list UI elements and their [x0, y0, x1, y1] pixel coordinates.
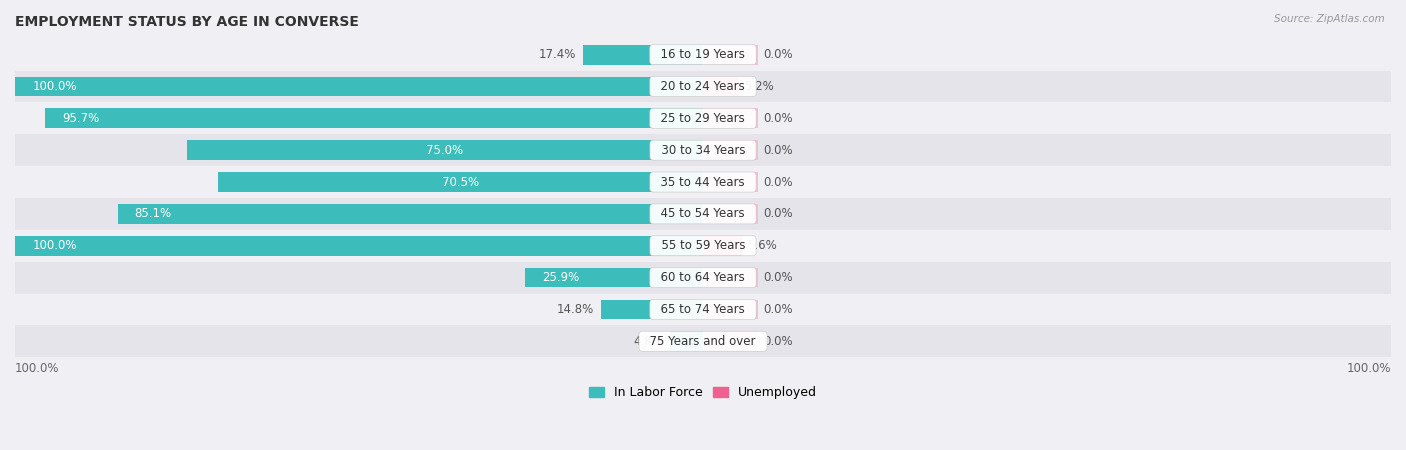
Bar	[45, 108, 703, 128]
Bar	[15, 325, 1391, 357]
Text: 95.7%: 95.7%	[62, 112, 98, 125]
Bar	[703, 268, 758, 288]
Bar	[15, 261, 1391, 293]
Bar	[118, 204, 703, 224]
Text: 0.0%: 0.0%	[763, 144, 793, 157]
Text: 5.6%: 5.6%	[747, 239, 776, 252]
Text: 100.0%: 100.0%	[15, 362, 59, 375]
Text: 20 to 24 Years: 20 to 24 Years	[654, 80, 752, 93]
Bar	[15, 39, 1391, 71]
Legend: In Labor Force, Unemployed: In Labor Force, Unemployed	[583, 381, 823, 404]
Text: 5.2%: 5.2%	[744, 80, 775, 93]
Text: EMPLOYMENT STATUS BY AGE IN CONVERSE: EMPLOYMENT STATUS BY AGE IN CONVERSE	[15, 15, 359, 29]
Text: 55 to 59 Years: 55 to 59 Years	[654, 239, 752, 252]
Bar	[703, 300, 758, 319]
Bar	[15, 134, 1391, 166]
Text: 0.0%: 0.0%	[763, 271, 793, 284]
Bar	[15, 76, 703, 96]
Text: 16 to 19 Years: 16 to 19 Years	[654, 48, 752, 61]
Bar	[15, 230, 1391, 261]
Text: 45 to 54 Years: 45 to 54 Years	[654, 207, 752, 220]
Bar	[15, 71, 1391, 103]
Bar	[15, 198, 1391, 230]
Bar	[15, 166, 1391, 198]
Text: 0.0%: 0.0%	[763, 303, 793, 316]
Text: 14.8%: 14.8%	[557, 303, 595, 316]
Text: Source: ZipAtlas.com: Source: ZipAtlas.com	[1274, 14, 1385, 23]
Text: 100.0%: 100.0%	[32, 239, 77, 252]
Bar	[15, 293, 1391, 325]
Text: 100.0%: 100.0%	[32, 80, 77, 93]
Bar	[703, 76, 738, 96]
Text: 0.0%: 0.0%	[763, 207, 793, 220]
Text: 0.0%: 0.0%	[763, 335, 793, 348]
Text: 0.0%: 0.0%	[763, 112, 793, 125]
Bar	[583, 45, 703, 64]
Bar	[703, 331, 758, 351]
Bar	[187, 140, 703, 160]
Bar	[15, 236, 703, 256]
Text: 30 to 34 Years: 30 to 34 Years	[654, 144, 752, 157]
Text: 85.1%: 85.1%	[135, 207, 172, 220]
Bar	[703, 45, 758, 64]
Bar	[703, 204, 758, 224]
Text: 75.0%: 75.0%	[426, 144, 464, 157]
Text: 0.0%: 0.0%	[763, 48, 793, 61]
Text: 35 to 44 Years: 35 to 44 Years	[654, 176, 752, 189]
Text: 75 Years and over: 75 Years and over	[643, 335, 763, 348]
Bar	[703, 236, 741, 256]
Text: 65 to 74 Years: 65 to 74 Years	[654, 303, 752, 316]
Bar	[218, 172, 703, 192]
Bar	[671, 331, 703, 351]
Bar	[703, 172, 758, 192]
Text: 100.0%: 100.0%	[1347, 362, 1391, 375]
Text: 17.4%: 17.4%	[538, 48, 576, 61]
Text: 60 to 64 Years: 60 to 64 Years	[654, 271, 752, 284]
Text: 70.5%: 70.5%	[441, 176, 479, 189]
Text: 25.9%: 25.9%	[541, 271, 579, 284]
Bar	[703, 140, 758, 160]
Bar	[703, 108, 758, 128]
Bar	[524, 268, 703, 288]
Bar	[15, 103, 1391, 134]
Text: 4.8%: 4.8%	[633, 335, 664, 348]
Text: 25 to 29 Years: 25 to 29 Years	[654, 112, 752, 125]
Text: 0.0%: 0.0%	[763, 176, 793, 189]
Bar	[602, 300, 703, 319]
